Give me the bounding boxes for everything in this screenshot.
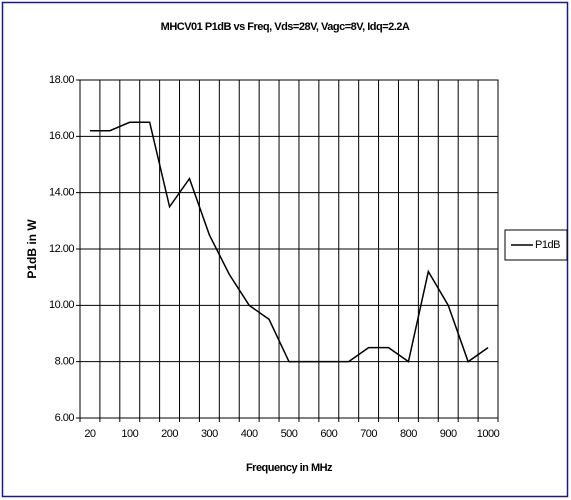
x-tick-label: 500	[281, 428, 298, 440]
x-tick-label: 200	[161, 428, 178, 440]
x-tick-label: 100	[121, 428, 138, 440]
y-tick-label: 8.00	[55, 356, 75, 368]
x-tick-label: 700	[360, 428, 377, 440]
y-tick-label: 6.00	[55, 412, 75, 424]
x-tick-label: 600	[320, 428, 337, 440]
x-tick-label: 400	[241, 428, 258, 440]
y-tick-label: 12.00	[49, 243, 74, 255]
y-tick-label: 18.00	[49, 74, 74, 86]
x-tick-label: 900	[440, 428, 457, 440]
y-tick-label: 14.00	[49, 187, 74, 199]
x-tick-label: 300	[201, 428, 218, 440]
y-tick-label: 10.00	[49, 299, 74, 311]
x-axis-label: Frequency in MHz	[246, 462, 333, 474]
y-axis-label: P1dB in W	[25, 219, 39, 279]
x-tick-label: 800	[400, 428, 417, 440]
series-line	[89, 121, 489, 363]
x-tick-label: 20	[84, 428, 96, 440]
legend-label: P1dB	[535, 239, 560, 251]
y-tick-label: 16.00	[49, 130, 74, 142]
x-tick-label: 1000	[477, 428, 500, 440]
chart-title: MHCV01 P1dB vs Freq, Vds=28V, Vagc=8V, I…	[161, 21, 410, 33]
